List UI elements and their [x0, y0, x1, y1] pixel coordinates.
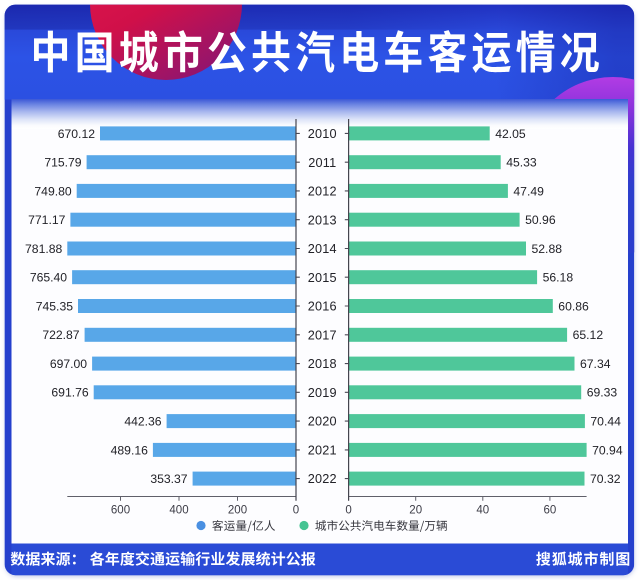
- svg-text:749.80: 749.80: [34, 184, 71, 198]
- svg-text:60: 60: [544, 505, 557, 517]
- svg-text:2020: 2020: [308, 415, 337, 429]
- svg-text:70.94: 70.94: [592, 443, 623, 457]
- svg-text:2018: 2018: [308, 357, 337, 371]
- svg-text:400: 400: [169, 505, 188, 517]
- svg-text:2013: 2013: [308, 213, 337, 227]
- svg-text:600: 600: [111, 505, 130, 517]
- svg-text:45.33: 45.33: [506, 156, 537, 170]
- svg-text:697.00: 697.00: [50, 357, 87, 371]
- svg-text:442.36: 442.36: [124, 415, 161, 429]
- svg-text:771.17: 771.17: [28, 213, 65, 227]
- svg-text:0: 0: [345, 505, 351, 517]
- svg-text:722.87: 722.87: [42, 328, 79, 342]
- svg-text:65.12: 65.12: [573, 328, 604, 342]
- svg-text:47.49: 47.49: [513, 184, 544, 198]
- svg-text:20: 20: [409, 505, 422, 517]
- svg-text:42.05: 42.05: [495, 127, 526, 141]
- svg-text:52.88: 52.88: [532, 242, 563, 256]
- svg-text:489.16: 489.16: [111, 443, 148, 457]
- svg-text:70.44: 70.44: [590, 415, 621, 429]
- svg-text:50.96: 50.96: [525, 213, 556, 227]
- svg-text:0: 0: [293, 505, 299, 517]
- svg-text:40: 40: [476, 505, 489, 517]
- svg-text:2015: 2015: [308, 271, 337, 285]
- svg-text:670.12: 670.12: [58, 127, 95, 141]
- svg-text:69.33: 69.33: [587, 386, 618, 400]
- svg-text:60.86: 60.86: [558, 299, 589, 313]
- svg-text:2014: 2014: [308, 242, 337, 256]
- svg-text:2016: 2016: [308, 300, 337, 314]
- svg-text:781.88: 781.88: [25, 242, 62, 256]
- svg-text:70.32: 70.32: [590, 472, 621, 486]
- svg-text:2012: 2012: [308, 185, 337, 199]
- svg-text:353.37: 353.37: [150, 472, 187, 486]
- svg-text:2010: 2010: [308, 127, 337, 141]
- svg-text:67.34: 67.34: [580, 357, 611, 371]
- svg-text:2011: 2011: [308, 156, 336, 170]
- svg-text:2019: 2019: [308, 386, 337, 400]
- svg-text:200: 200: [228, 505, 247, 517]
- svg-text:765.40: 765.40: [30, 271, 67, 285]
- svg-text:56.18: 56.18: [543, 271, 574, 285]
- svg-text:745.35: 745.35: [36, 299, 73, 313]
- svg-text:715.79: 715.79: [44, 156, 81, 170]
- svg-text:2017: 2017: [308, 328, 337, 342]
- svg-text:2021: 2021: [308, 444, 337, 458]
- svg-text:2022: 2022: [308, 472, 337, 486]
- svg-text:691.76: 691.76: [51, 386, 88, 400]
